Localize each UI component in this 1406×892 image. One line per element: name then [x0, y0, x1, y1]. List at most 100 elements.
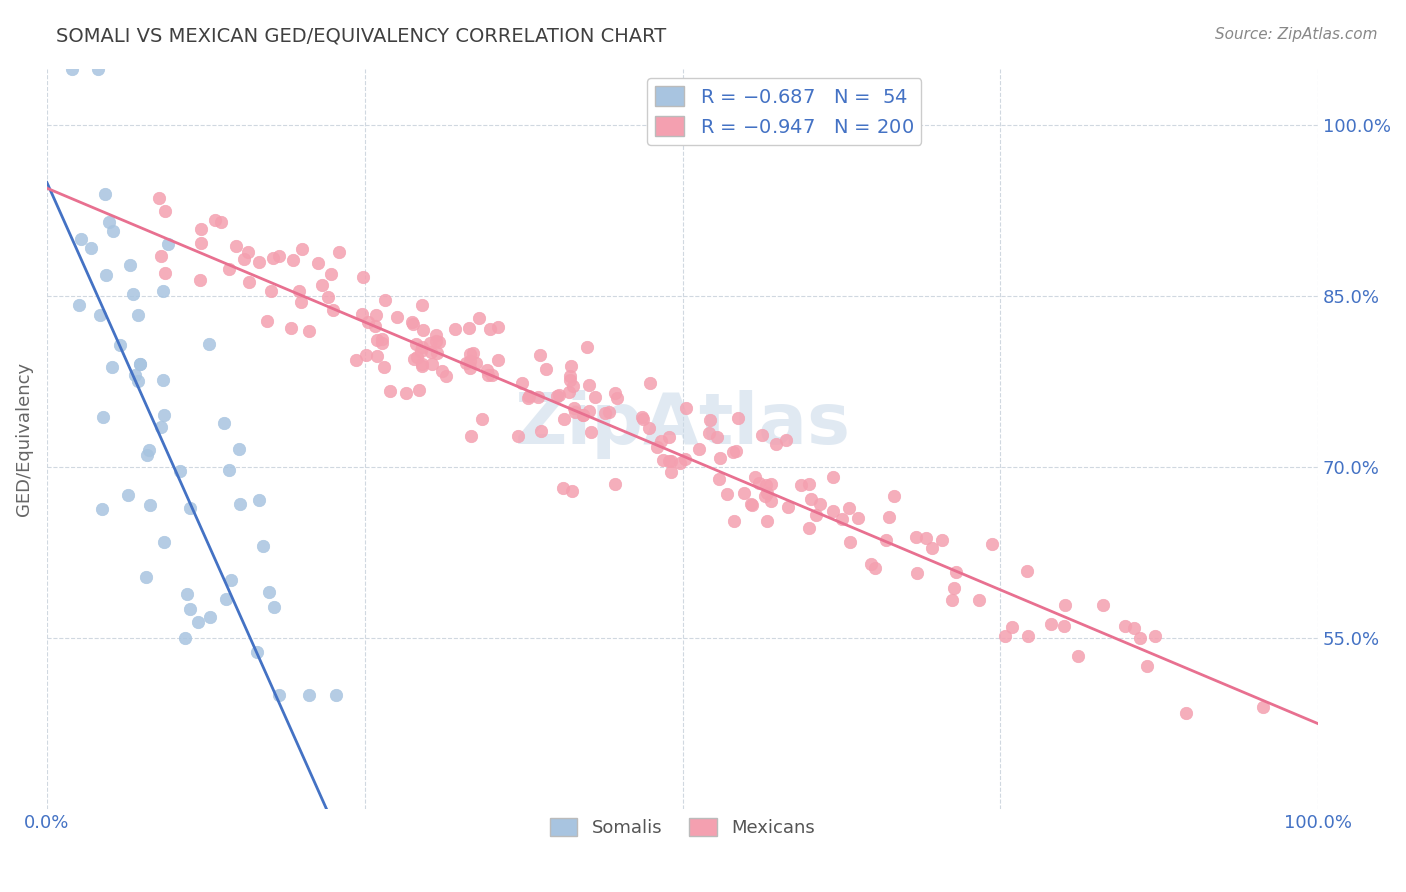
Point: [1091, 598, 1114, 612]
Point: [247, 255, 270, 269]
Point: [598, 405, 620, 419]
Point: [197, 337, 219, 351]
Point: [117, 488, 139, 502]
Point: [863, 560, 886, 574]
Point: [706, 430, 728, 444]
Point: [606, 392, 628, 406]
Point: [366, 333, 388, 347]
Point: [426, 346, 449, 360]
Point: [697, 426, 720, 441]
Point: [751, 427, 773, 442]
Point: [659, 454, 682, 468]
Point: [97, 215, 120, 229]
Point: [875, 533, 897, 548]
Point: [464, 356, 486, 370]
Point: [457, 321, 479, 335]
Point: [838, 500, 860, 515]
Point: [319, 267, 342, 281]
Point: [350, 307, 373, 321]
Point: [945, 566, 967, 580]
Point: [364, 308, 387, 322]
Point: [823, 470, 845, 484]
Point: [748, 475, 770, 490]
Point: [921, 541, 943, 555]
Point: [267, 688, 290, 702]
Point: [673, 452, 696, 467]
Point: [366, 350, 388, 364]
Point: [658, 453, 681, 467]
Point: [477, 363, 499, 377]
Point: [281, 253, 304, 268]
Point: [479, 322, 502, 336]
Point: [136, 448, 159, 462]
Point: [914, 531, 936, 545]
Point: [179, 500, 201, 515]
Point: [709, 451, 731, 466]
Point: [290, 242, 312, 256]
Point: [373, 359, 395, 374]
Point: [486, 319, 509, 334]
Point: [90, 502, 112, 516]
Point: [405, 336, 427, 351]
Point: [434, 369, 457, 384]
Point: [401, 315, 423, 329]
Point: [411, 359, 433, 373]
Point: [576, 340, 599, 354]
Point: [707, 472, 730, 486]
Point: [307, 256, 329, 270]
Point: [229, 497, 252, 511]
Point: [153, 409, 176, 423]
Point: [430, 364, 453, 378]
Point: [1174, 706, 1197, 720]
Point: [153, 204, 176, 219]
Point: [288, 284, 311, 298]
Point: [883, 489, 905, 503]
Point: [583, 390, 606, 404]
Point: [298, 324, 321, 338]
Point: [218, 462, 240, 476]
Point: [411, 358, 433, 372]
Point: [67, 298, 90, 312]
Point: [402, 318, 425, 332]
Point: [460, 429, 482, 443]
Point: [1251, 700, 1274, 714]
Point: [354, 348, 377, 362]
Point: [560, 373, 582, 387]
Point: [761, 493, 783, 508]
Point: [839, 535, 862, 549]
Point: [406, 351, 429, 365]
Point: [659, 466, 682, 480]
Point: [149, 419, 172, 434]
Point: [477, 368, 499, 382]
Point: [481, 368, 503, 382]
Point: [488, 353, 510, 368]
Point: [1123, 621, 1146, 635]
Point: [246, 644, 269, 658]
Point: [179, 602, 201, 616]
Point: [560, 368, 582, 383]
Point: [190, 222, 212, 236]
Point: [460, 354, 482, 368]
Point: [727, 411, 749, 425]
Point: [1017, 629, 1039, 643]
Point: [800, 491, 823, 506]
Point: [280, 320, 302, 334]
Point: [218, 262, 240, 277]
Point: [149, 249, 172, 263]
Point: [419, 344, 441, 359]
Point: [860, 557, 883, 571]
Point: [969, 592, 991, 607]
Point: [135, 569, 157, 583]
Point: [1144, 630, 1167, 644]
Point: [411, 298, 433, 312]
Point: [427, 334, 450, 349]
Point: [152, 284, 174, 298]
Point: [1053, 618, 1076, 632]
Point: [645, 441, 668, 455]
Point: [723, 514, 745, 528]
Point: [821, 503, 844, 517]
Point: [101, 224, 124, 238]
Point: [529, 348, 551, 362]
Point: [128, 357, 150, 371]
Point: [560, 359, 582, 374]
